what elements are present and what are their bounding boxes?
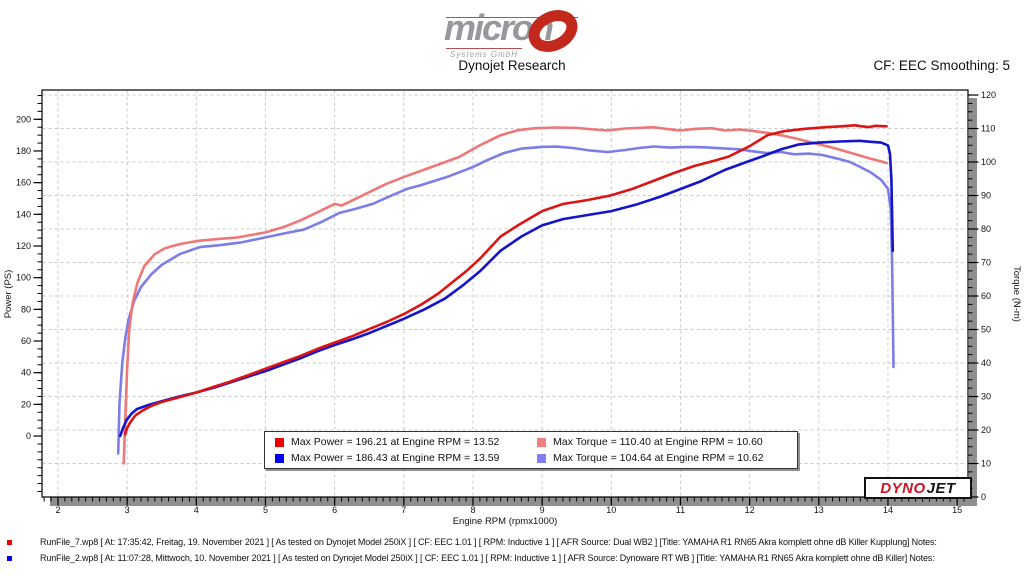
right-tick-label: 90 [981,191,991,201]
legend-text: Max Torque = 110.40 at Engine RPM = 10.6… [553,436,763,448]
left-tick-label: 180 [16,146,31,156]
y-right-axis-title: Torque (N-m) [1011,266,1022,322]
right-tick-label: 100 [981,157,996,167]
micron-logo: micron Systems GmbH [440,4,590,59]
legend-entry: Max Power = 186.43 at Engine RPM = 13.59 [275,450,537,466]
header: micron Systems GmbH Dynojet Research CF:… [0,0,1024,86]
right-tick-label: 70 [981,258,991,268]
left-tick-label: 200 [16,114,31,124]
right-tick-label: 110 [981,124,995,134]
axis-labels: 2 3 4 5 6 7 8 9 10 11 12 13 14 1502040608010012014016… [3,90,1022,527]
logo-rule-bottom [446,48,522,49]
y-left-axis-title: Power (PS) [3,270,14,319]
dynojet-logo: DYNO JET [864,477,972,499]
logo-rule-top [446,17,578,18]
legend-text: Max Power = 186.43 at Engine RPM = 13.59 [291,452,500,464]
x-tick-label: 6 [332,505,337,515]
micron-red-oval-icon [528,10,578,52]
legend-entry: Max Torque = 104.64 at Engine RPM = 10.6… [537,450,793,466]
dynojet-logo-black: JET [926,479,956,497]
right-tick-label: 20 [981,425,991,435]
legend-text: Max Power = 196.21 at Engine RPM = 13.52 [291,436,500,448]
legend-box: Max Power = 196.21 at Engine RPM = 13.52… [264,431,798,469]
left-tick-label: 0 [26,431,31,441]
left-tick-label: 20 [21,399,31,409]
legend-entry: Max Torque = 110.40 at Engine RPM = 10.6… [537,434,793,450]
legend-swatch-torque2 [537,453,546,463]
left-tick-label: 120 [16,241,31,251]
right-tick-label: 30 [981,392,991,402]
x-tick-label: 9 [540,505,545,515]
x-tick-label: 11 [676,505,685,515]
run-file-row: RunFile_7.wp8 [ At: 17:35:42, Freitag, 1… [0,537,1024,552]
left-tick-label: 160 [16,178,31,188]
x-tick-label: 15 [952,505,962,515]
axis-shadow-bottom [50,497,977,506]
legend-swatch-torque1 [537,437,546,447]
run-file-row: RunFile_2.wp8 [ At: 11:07:28, Mittwoch, … [0,553,1024,568]
left-tick-label: 140 [16,209,31,219]
x-tick-label: 3 [125,505,130,515]
right-tick-label: 50 [981,325,991,335]
right-tick-label: 80 [981,224,991,234]
page-title: Dynojet Research [458,58,566,73]
left-tick-label: 100 [16,273,31,283]
right-tick-label: 40 [981,358,991,368]
x-tick-label: 10 [606,505,616,515]
dyno-chart: 2 3 4 5 6 7 8 9 10 11 12 13 14 1502040608010012014016… [3,89,1022,527]
x-tick-label: 12 [745,505,755,515]
left-tick-label: 80 [21,304,31,314]
right-tick-label: 120 [981,90,996,100]
x-tick-label: 13 [814,505,824,515]
axis-shadow-right [969,98,977,506]
right-tick-label: 0 [981,492,986,502]
x-tick-label: 5 [263,505,268,515]
axis-ticks [33,94,979,506]
legend-text: Max Torque = 104.64 at Engine RPM = 10.6… [553,452,764,464]
legend-entry: Max Power = 196.21 at Engine RPM = 13.52 [275,434,537,450]
left-tick-label: 60 [21,336,31,346]
run-color-swatch [7,556,12,561]
run-color-swatch [7,540,12,545]
micron-brand-subtitle: Systems GmbH [450,50,519,59]
run-file-info: RunFile_2.wp8 [ At: 11:07:28, Mittwoch, … [40,553,935,563]
dynojet-logo-red: DYNO [880,479,926,497]
curve-torque-run-2 [116,145,895,455]
legend-swatch-power1 [275,437,284,447]
right-tick-label: 60 [981,291,991,301]
x-tick-label: 2 [55,505,60,515]
correction-smoothing-label: CF: EEC Smoothing: 5 [873,58,1010,73]
curves [116,124,895,465]
x-tick-label: 7 [401,505,406,515]
curve-torque-run-1 [122,125,888,465]
x-tick-label: 8 [470,505,475,515]
legend-swatch-power2 [275,453,284,463]
curve-power-run-1 [123,124,888,436]
x-tick-label: 4 [194,505,199,515]
left-tick-label: 40 [21,368,31,378]
right-tick-label: 10 [981,459,991,469]
x-tick-label: 14 [883,505,893,515]
x-axis-title: Engine RPM (rpmx1000) [453,516,558,527]
run-file-info: RunFile_7.wp8 [ At: 17:35:42, Freitag, 1… [40,537,937,547]
